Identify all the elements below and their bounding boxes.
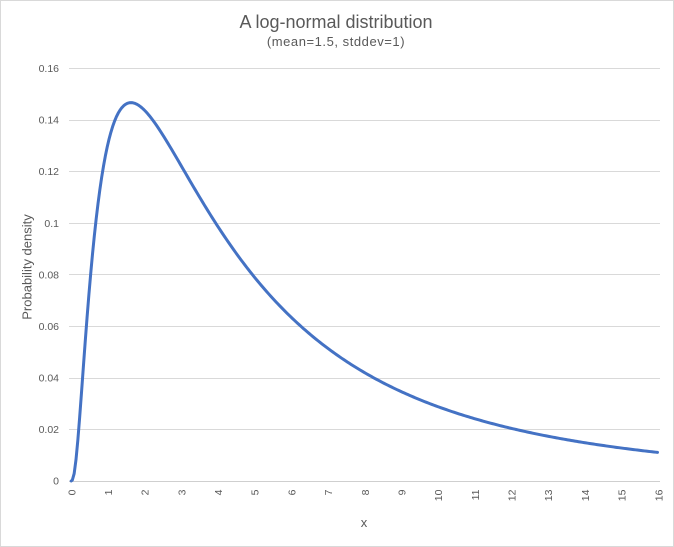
svg-text:14: 14	[580, 489, 592, 501]
svg-text:0.14: 0.14	[39, 115, 60, 127]
svg-text:0.04: 0.04	[39, 373, 60, 385]
svg-text:15: 15	[617, 489, 629, 501]
svg-text:13: 13	[543, 489, 555, 501]
svg-text:16: 16	[653, 489, 665, 501]
svg-text:A log-normal distribution: A log-normal distribution	[239, 12, 432, 32]
svg-text:11: 11	[470, 489, 482, 500]
svg-text:0.02: 0.02	[39, 424, 60, 436]
svg-text:9: 9	[397, 489, 409, 495]
svg-text:3: 3	[176, 489, 188, 495]
svg-text:2: 2	[140, 489, 152, 495]
svg-text:1: 1	[103, 489, 115, 495]
svg-text:Probability density: Probability density	[20, 214, 35, 320]
svg-text:0.1: 0.1	[44, 218, 59, 230]
svg-text:0: 0	[66, 489, 78, 495]
svg-text:(mean=1.5, stddev=1): (mean=1.5, stddev=1)	[267, 34, 405, 49]
svg-text:0.12: 0.12	[39, 166, 60, 178]
svg-text:x: x	[361, 515, 368, 530]
svg-text:0.06: 0.06	[39, 321, 60, 333]
svg-text:7: 7	[323, 489, 335, 495]
svg-text:6: 6	[286, 489, 298, 495]
svg-text:10: 10	[433, 489, 445, 501]
svg-text:0: 0	[53, 476, 59, 488]
svg-text:0.08: 0.08	[39, 269, 60, 281]
svg-text:4: 4	[213, 489, 225, 495]
svg-text:5: 5	[250, 489, 262, 495]
svg-text:12: 12	[507, 489, 519, 501]
svg-text:8: 8	[360, 489, 372, 495]
svg-text:0.16: 0.16	[39, 63, 60, 75]
